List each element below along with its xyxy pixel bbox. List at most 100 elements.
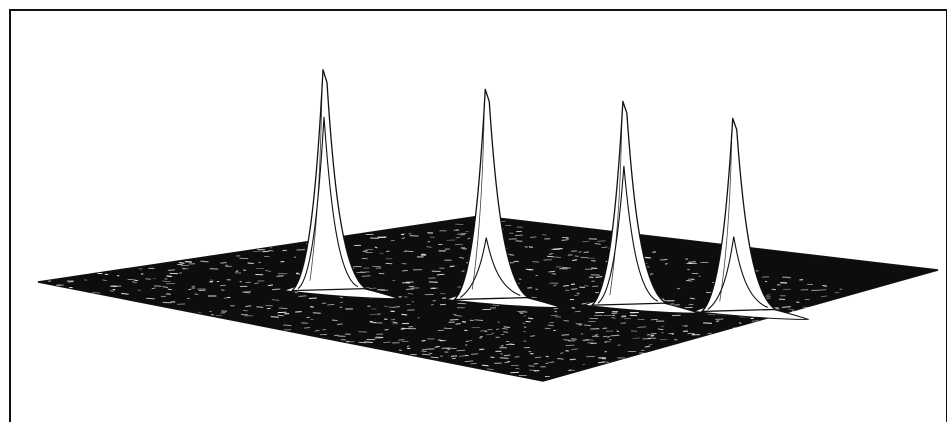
noise-streak (541, 234, 547, 236)
noise-streak (484, 330, 488, 333)
noise-streak (528, 246, 533, 248)
noise-streak (789, 336, 792, 338)
noise-streak (478, 336, 482, 339)
noise-streak (454, 315, 463, 317)
noise-streak (563, 285, 569, 287)
noise-streak (610, 334, 620, 337)
noise-streak (388, 306, 394, 309)
noise-streak (837, 320, 846, 322)
noise-streak (534, 356, 542, 359)
noise-streak (698, 344, 706, 346)
noise-streak (574, 294, 579, 296)
noise-streak (266, 307, 271, 310)
peak-1 (283, 68, 400, 300)
noise-streak (439, 303, 446, 306)
peak-4 (693, 117, 809, 320)
peak-secondary-ridge (297, 116, 359, 290)
noise-streak (617, 344, 621, 347)
noise-streak (242, 291, 251, 293)
noise-streak (295, 311, 302, 313)
noise-streak (180, 264, 189, 267)
peak-secondary-ridge (597, 165, 659, 304)
noise-streak (258, 261, 261, 264)
noise-streak (368, 287, 377, 290)
noise-streak (583, 324, 591, 327)
noise-streak (560, 352, 564, 354)
noise-streak (437, 339, 443, 342)
noise-streak (411, 301, 415, 303)
noise-streak (650, 334, 655, 337)
noise-streak (197, 311, 202, 314)
noise-streak (403, 250, 407, 253)
noise-streak (572, 259, 578, 261)
noise-streak (220, 311, 226, 314)
noise-streak (308, 297, 317, 300)
noise-streak (671, 333, 675, 335)
noise-streak (602, 327, 608, 330)
noise-streak (449, 319, 459, 321)
noise-streak (474, 319, 484, 321)
noise-streak (571, 348, 578, 350)
noise-streak (434, 345, 440, 348)
noise-streak (569, 369, 576, 371)
noise-streak (766, 294, 771, 296)
noise-streak (632, 337, 641, 339)
noise-streak (547, 324, 554, 327)
noise-streak (506, 360, 511, 363)
peak-main (701, 117, 777, 313)
noise-streak (162, 286, 169, 288)
noise-streak (781, 306, 791, 308)
noise-streak (102, 279, 107, 281)
noise-streak (750, 338, 755, 341)
noise-streak (871, 308, 875, 310)
peaks-group (283, 68, 809, 320)
noise-streak (239, 257, 249, 260)
noise-streak (606, 336, 610, 338)
noise-streak (594, 243, 601, 245)
noise-streak (456, 349, 466, 352)
noise-streak (499, 357, 509, 359)
noise-streak (298, 295, 307, 298)
noise-streak (544, 327, 551, 330)
noise-streak (191, 285, 196, 288)
noise-streak (339, 296, 344, 299)
noise-streak (465, 230, 470, 233)
noise-streak (550, 314, 558, 317)
peak-3 (583, 100, 700, 314)
noise-streak (457, 302, 467, 305)
noise-streak (327, 304, 335, 306)
noise-streak (421, 339, 426, 342)
noise-streak (578, 324, 582, 326)
noise-streak (810, 309, 815, 311)
noise-streak (145, 278, 151, 280)
noise-streak (443, 327, 453, 330)
noise-streak (209, 268, 219, 270)
noise-streak (459, 257, 465, 259)
noise-streak (844, 318, 850, 320)
noise-streak (422, 348, 430, 350)
noise-streak (471, 326, 481, 329)
noise-streak (830, 303, 837, 306)
noise-streak (384, 305, 388, 307)
noise-streak (430, 356, 439, 359)
noise-streak (68, 280, 74, 283)
figure-frame (9, 9, 947, 422)
noise-streak (571, 288, 578, 290)
noise-streak (322, 328, 326, 331)
noise-streak (819, 289, 827, 291)
noise-streak (167, 269, 175, 271)
noise-streak (738, 322, 742, 324)
noise-streak (374, 246, 378, 249)
noise-streak (505, 340, 510, 343)
noise-streak (639, 352, 649, 354)
noise-streak (813, 314, 820, 317)
noise-streak (272, 288, 281, 291)
peak-secondary-ridge (459, 237, 521, 298)
noise-streak (345, 340, 350, 342)
noise-streak (426, 246, 432, 248)
noise-streak (758, 342, 766, 345)
noise-streak (392, 279, 396, 281)
noise-streak (707, 313, 716, 316)
noise-streak (340, 338, 347, 341)
